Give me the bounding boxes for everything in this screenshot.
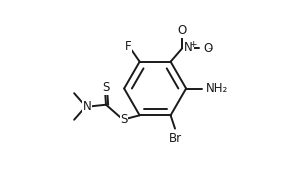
Text: ⁻: ⁻ (207, 47, 212, 57)
Text: N: N (184, 41, 193, 54)
Text: F: F (125, 41, 132, 53)
Text: S: S (121, 113, 128, 126)
Text: +: + (189, 40, 196, 49)
Text: Br: Br (168, 132, 181, 145)
Text: O: O (203, 42, 213, 55)
Text: S: S (102, 81, 110, 94)
Text: O: O (177, 24, 187, 37)
Text: NH₂: NH₂ (206, 82, 228, 95)
Text: N: N (83, 100, 91, 113)
